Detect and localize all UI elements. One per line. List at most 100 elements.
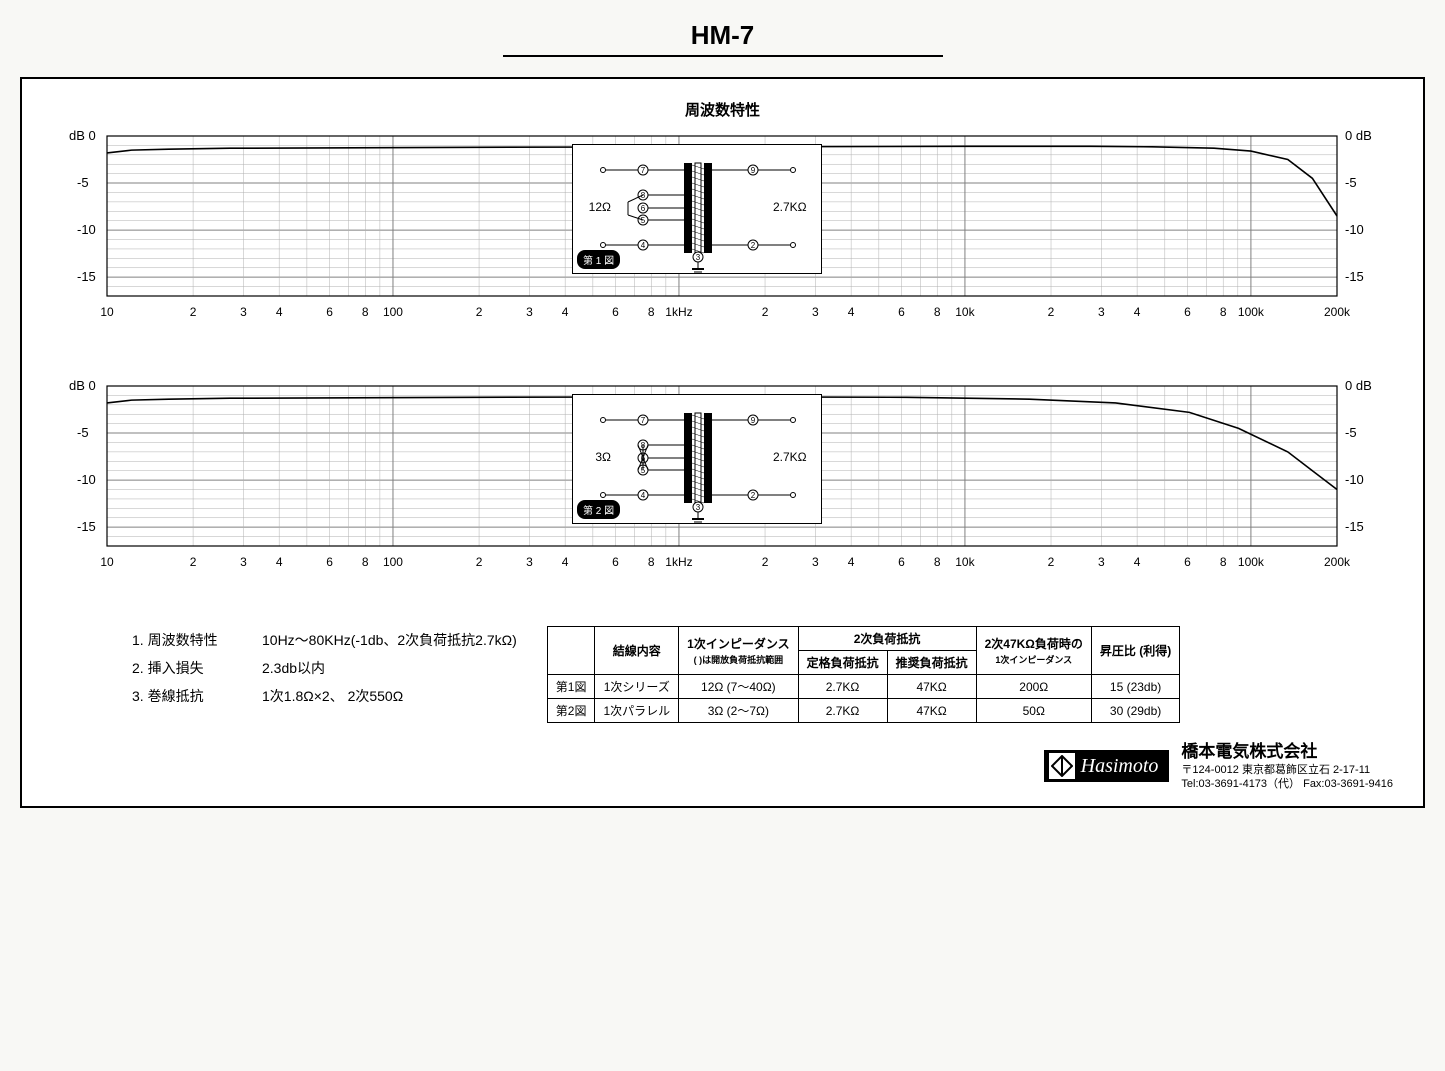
svg-text:4: 4 xyxy=(276,555,283,569)
svg-text:-15: -15 xyxy=(77,519,96,534)
svg-text:9: 9 xyxy=(751,166,756,175)
svg-text:3: 3 xyxy=(812,555,819,569)
svg-text:4: 4 xyxy=(562,555,569,569)
spec-list: 1. 周波数特性10Hz～80KHz(-1db、2次負荷抵抗2.7kΩ)2. 挿… xyxy=(132,626,517,710)
svg-text:100: 100 xyxy=(383,555,403,569)
svg-text:2: 2 xyxy=(1048,305,1055,319)
svg-text:100k: 100k xyxy=(1238,305,1265,319)
table-cell: 47KΩ xyxy=(887,675,976,699)
svg-text:4: 4 xyxy=(848,305,855,319)
svg-text:2: 2 xyxy=(476,555,483,569)
table-row: 第1図1次シリーズ12Ω (7～40Ω)2.7KΩ47KΩ200Ω15 (23d… xyxy=(547,675,1179,699)
document-frame: 周波数特性 dB 0-5-10-150 dB-5-10-151023468100… xyxy=(20,77,1425,808)
svg-text:-10: -10 xyxy=(77,472,96,487)
svg-text:0 dB: 0 dB xyxy=(1345,378,1372,393)
svg-text:3: 3 xyxy=(1098,555,1105,569)
svg-text:3: 3 xyxy=(696,503,701,512)
svg-text:-5: -5 xyxy=(1345,425,1357,440)
footer: Hasimoto 橋本電気株式会社 〒124-0012 東京都葛飾区立石 2-1… xyxy=(52,741,1393,792)
svg-text:8: 8 xyxy=(1220,305,1227,319)
svg-text:6: 6 xyxy=(612,555,619,569)
svg-text:9: 9 xyxy=(751,416,756,425)
th-sec-load-group: 2次負荷抵抗 xyxy=(798,627,976,651)
svg-text:-10: -10 xyxy=(1345,472,1364,487)
svg-text:6: 6 xyxy=(1184,305,1191,319)
th-blank xyxy=(547,627,595,675)
svg-text:6: 6 xyxy=(898,555,905,569)
svg-text:3Ω: 3Ω xyxy=(595,450,611,464)
svg-text:3: 3 xyxy=(526,305,533,319)
svg-text:10: 10 xyxy=(100,555,114,569)
th-47k: 2次47KΩ負荷時の 1次インピーダンス xyxy=(976,627,1091,675)
svg-text:3: 3 xyxy=(240,305,247,319)
svg-text:6: 6 xyxy=(326,555,333,569)
schematic-diagram-2: 786549233Ω2.7KΩ 第 2 図 xyxy=(572,394,822,524)
th-connection: 結線内容 xyxy=(595,627,679,675)
freq-response-chart-1: dB 0-5-10-150 dB-5-10-151023468100234681… xyxy=(52,126,1393,326)
svg-text:4: 4 xyxy=(641,491,646,500)
svg-text:dB 0: dB 0 xyxy=(69,128,96,143)
svg-text:200k: 200k xyxy=(1324,305,1351,319)
svg-text:6: 6 xyxy=(612,305,619,319)
svg-text:12Ω: 12Ω xyxy=(589,200,611,214)
company-address: 〒124-0012 東京都葛飾区立石 2-17-11 xyxy=(1181,763,1393,777)
svg-text:8: 8 xyxy=(362,305,369,319)
th-rec-load: 推奨負荷抵抗 xyxy=(887,651,976,675)
th-ratio: 昇圧比 (利得) xyxy=(1091,627,1179,675)
svg-text:1kHz: 1kHz xyxy=(665,305,692,319)
spec-row: 3. 巻線抵抗1次1.8Ω×2、 2次550Ω xyxy=(132,682,517,710)
svg-text:2: 2 xyxy=(190,555,197,569)
table-cell: 2.7KΩ xyxy=(798,675,887,699)
svg-text:6: 6 xyxy=(641,204,646,213)
svg-text:6: 6 xyxy=(326,305,333,319)
svg-text:3: 3 xyxy=(812,305,819,319)
svg-text:2: 2 xyxy=(190,305,197,319)
table-cell: 47KΩ xyxy=(887,699,976,723)
table-cell: 1次パラレル xyxy=(595,699,679,723)
freq-response-chart-2: dB 0-5-10-150 dB-5-10-151023468100234681… xyxy=(52,376,1393,576)
svg-text:1kHz: 1kHz xyxy=(665,555,692,569)
svg-text:2.7KΩ: 2.7KΩ xyxy=(773,200,807,214)
svg-text:4: 4 xyxy=(276,305,283,319)
table-cell: 3Ω (2～7Ω) xyxy=(679,699,798,723)
svg-text:2: 2 xyxy=(762,305,769,319)
svg-text:-5: -5 xyxy=(1345,175,1357,190)
table-cell: 1次シリーズ xyxy=(595,675,679,699)
svg-text:100: 100 xyxy=(383,305,403,319)
svg-text:7: 7 xyxy=(641,166,646,175)
svg-text:4: 4 xyxy=(641,241,646,250)
brand-logo-icon xyxy=(1049,753,1075,779)
svg-text:200k: 200k xyxy=(1324,555,1351,569)
svg-text:8: 8 xyxy=(362,555,369,569)
svg-text:10: 10 xyxy=(100,305,114,319)
svg-text:-10: -10 xyxy=(77,222,96,237)
schematic-1-badge: 第 1 図 xyxy=(577,250,620,269)
svg-text:6: 6 xyxy=(898,305,905,319)
svg-text:8: 8 xyxy=(648,305,655,319)
table-cell: 2.7KΩ xyxy=(798,699,887,723)
svg-text:2.7KΩ: 2.7KΩ xyxy=(773,450,807,464)
spec-row: 2. 挿入損失2.3db以内 xyxy=(132,654,517,682)
company-info: 橋本電気株式会社 〒124-0012 東京都葛飾区立石 2-17-11 Tel:… xyxy=(1181,741,1393,792)
spec-row: 1. 周波数特性10Hz～80KHz(-1db、2次負荷抵抗2.7kΩ) xyxy=(132,626,517,654)
svg-text:2: 2 xyxy=(751,241,756,250)
svg-text:6: 6 xyxy=(1184,555,1191,569)
lower-info-area: 1. 周波数特性10Hz～80KHz(-1db、2次負荷抵抗2.7kΩ)2. 挿… xyxy=(52,626,1393,723)
svg-text:dB 0: dB 0 xyxy=(69,378,96,393)
svg-text:2: 2 xyxy=(751,491,756,500)
brand-name: Hasimoto xyxy=(1081,755,1159,778)
th-rated-load: 定格負荷抵抗 xyxy=(798,651,887,675)
chart-section-title: 周波数特性 xyxy=(52,99,1393,120)
svg-text:8: 8 xyxy=(934,305,941,319)
svg-text:3: 3 xyxy=(526,555,533,569)
svg-text:-5: -5 xyxy=(77,175,89,190)
company-contact: Tel:03-3691-4173（代） Fax:03-3691-9416 xyxy=(1181,777,1393,791)
svg-text:3: 3 xyxy=(696,253,701,262)
svg-text:8: 8 xyxy=(1220,555,1227,569)
svg-text:7: 7 xyxy=(641,416,646,425)
spec-table: 結線内容 1次インピーダンス ( )は開放負荷抵抗範囲 2次負荷抵抗 2次47K… xyxy=(547,626,1180,723)
table-cell: 30 (29db) xyxy=(1091,699,1179,723)
svg-text:2: 2 xyxy=(1048,555,1055,569)
svg-text:4: 4 xyxy=(562,305,569,319)
table-row: 第2図1次パラレル3Ω (2～7Ω)2.7KΩ47KΩ50Ω30 (29db) xyxy=(547,699,1179,723)
